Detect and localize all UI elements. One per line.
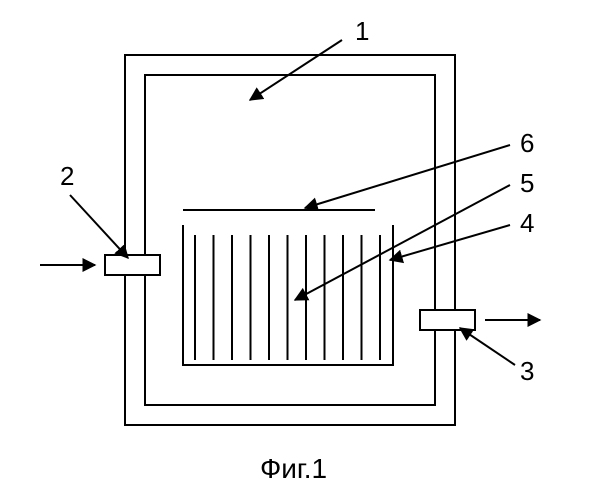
label-4: 4 (520, 208, 534, 238)
leader-line-3 (460, 328, 515, 365)
leader-line-5 (295, 185, 510, 300)
figure-caption: Фиг.1 (260, 453, 327, 484)
leader-line-2 (70, 195, 128, 258)
leader-line-1 (250, 40, 342, 100)
inner-chamber (145, 75, 435, 405)
label-6: 6 (520, 128, 534, 158)
label-3: 3 (520, 356, 534, 386)
label-5: 5 (520, 168, 534, 198)
outlet-port (420, 310, 475, 330)
label-1: 1 (355, 16, 369, 46)
leader-line-4 (390, 225, 510, 260)
leader-line-6 (305, 145, 510, 208)
inlet-port (105, 255, 160, 275)
schematic-diagram: 1 2 3 4 5 6 Фиг.1 (0, 0, 604, 500)
label-2: 2 (60, 161, 74, 191)
